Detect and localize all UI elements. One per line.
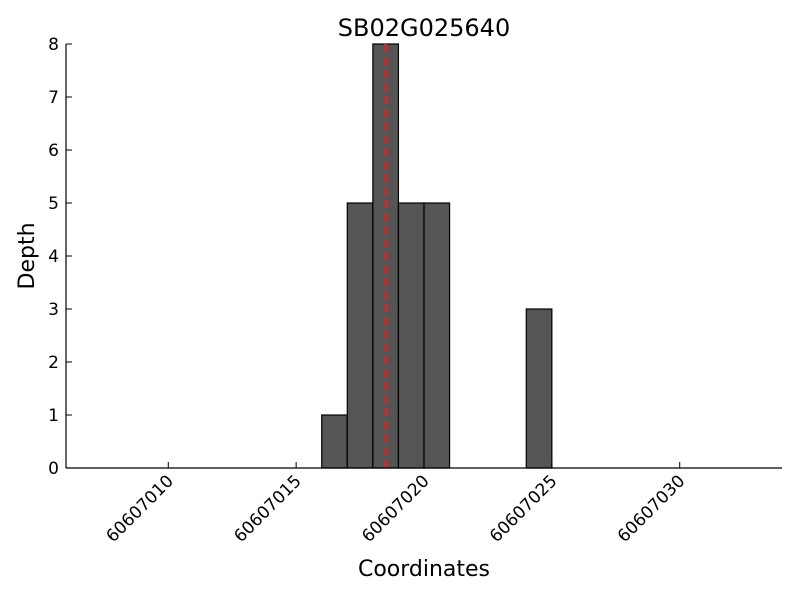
x-tick-label-60607020: 60607020 — [358, 471, 433, 546]
bar-60607024 — [525, 308, 553, 469]
y-tick-label-3: 3 — [48, 300, 59, 320]
y-tick-label-7: 7 — [48, 88, 59, 108]
bar-60607016 — [321, 414, 348, 469]
y-tick-label-0: 0 — [48, 459, 59, 479]
y-tick-label-6: 6 — [48, 141, 59, 161]
y-tick-label-1: 1 — [48, 406, 59, 426]
x-tick-label-60607025: 60607025 — [486, 471, 561, 546]
x-tick-label-60607015: 60607015 — [230, 471, 305, 546]
bar-60607019 — [397, 202, 425, 469]
chart-title: SB02G025640 — [338, 14, 510, 42]
bar-60607017 — [346, 202, 374, 469]
x-tick-label-60607010: 60607010 — [102, 471, 177, 546]
bar-60607020 — [423, 202, 451, 469]
x-tick-label-60607030: 60607030 — [614, 471, 689, 546]
y-axis-label: Depth — [15, 222, 40, 289]
bars-group — [321, 43, 553, 469]
x-axis-label: Coordinates — [358, 557, 490, 582]
y-tick-label-2: 2 — [48, 353, 59, 373]
y-tick-label-5: 5 — [48, 194, 59, 214]
y-tick-label-8: 8 — [48, 35, 59, 55]
y-tick-label-4: 4 — [48, 247, 59, 267]
